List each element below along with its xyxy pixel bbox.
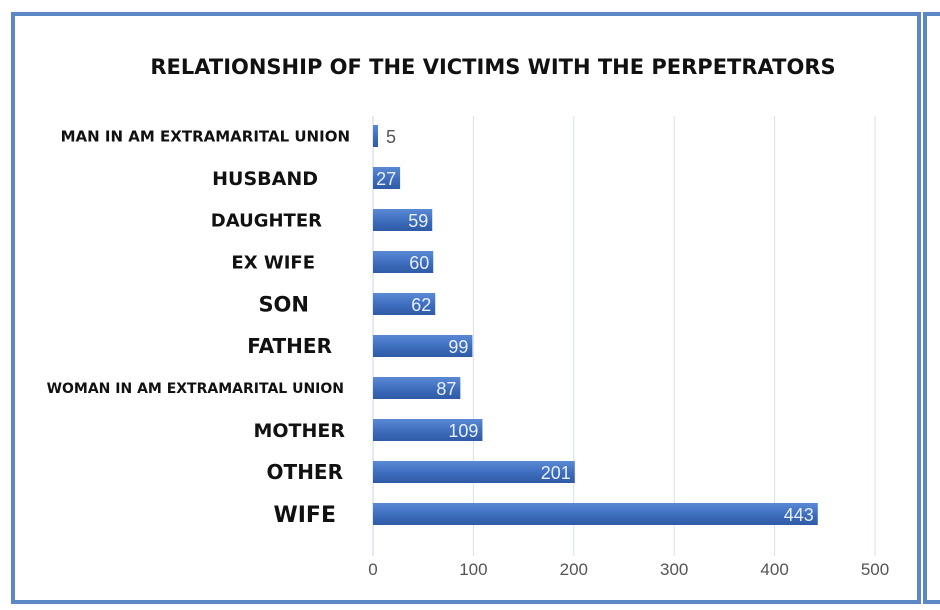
- value-label: 201: [541, 463, 571, 483]
- value-label: 99: [448, 337, 468, 357]
- category-label: WIFE: [273, 503, 336, 528]
- chart-title: RELATIONSHIP OF THE VICTIMS WITH THE PER…: [150, 55, 835, 79]
- x-tick-label: 400: [760, 560, 788, 579]
- category-label: WOMAN IN AM EXTRAMARITAL UNION: [47, 381, 344, 397]
- value-label: 60: [409, 253, 429, 273]
- category-label: EX WIFE: [231, 252, 315, 273]
- category-label: FATHER: [247, 334, 332, 358]
- value-label: 59: [408, 211, 428, 231]
- x-tick-label: 100: [459, 560, 487, 579]
- bar: [373, 251, 434, 273]
- category-label: SON: [258, 293, 309, 317]
- value-label: 27: [376, 169, 396, 189]
- category-label: MOTHER: [253, 420, 345, 442]
- bar: [373, 461, 575, 483]
- bar: [373, 377, 461, 399]
- value-label: 87: [436, 379, 456, 399]
- bar: [373, 125, 379, 147]
- category-label: DAUGHTER: [211, 210, 322, 231]
- bar: [373, 293, 436, 315]
- x-tick-label: 200: [560, 560, 588, 579]
- bar: [373, 167, 401, 189]
- value-label: 62: [411, 295, 431, 315]
- bar: [373, 209, 433, 231]
- x-tick-label: 300: [660, 560, 688, 579]
- value-label: 443: [784, 505, 814, 525]
- adjacent-frame: [923, 12, 940, 604]
- category-label: OTHER: [267, 460, 343, 484]
- x-tick-label: 0: [368, 560, 377, 579]
- bar: [373, 503, 818, 525]
- value-label: 109: [448, 421, 478, 441]
- x-tick-label: 500: [861, 560, 889, 579]
- category-label: HUSBAND: [212, 168, 318, 190]
- category-label: MAN IN AM EXTRAMARITAL UNION: [61, 127, 350, 145]
- bar: [373, 419, 483, 441]
- bar: [373, 335, 473, 357]
- value-label: 5: [386, 127, 396, 147]
